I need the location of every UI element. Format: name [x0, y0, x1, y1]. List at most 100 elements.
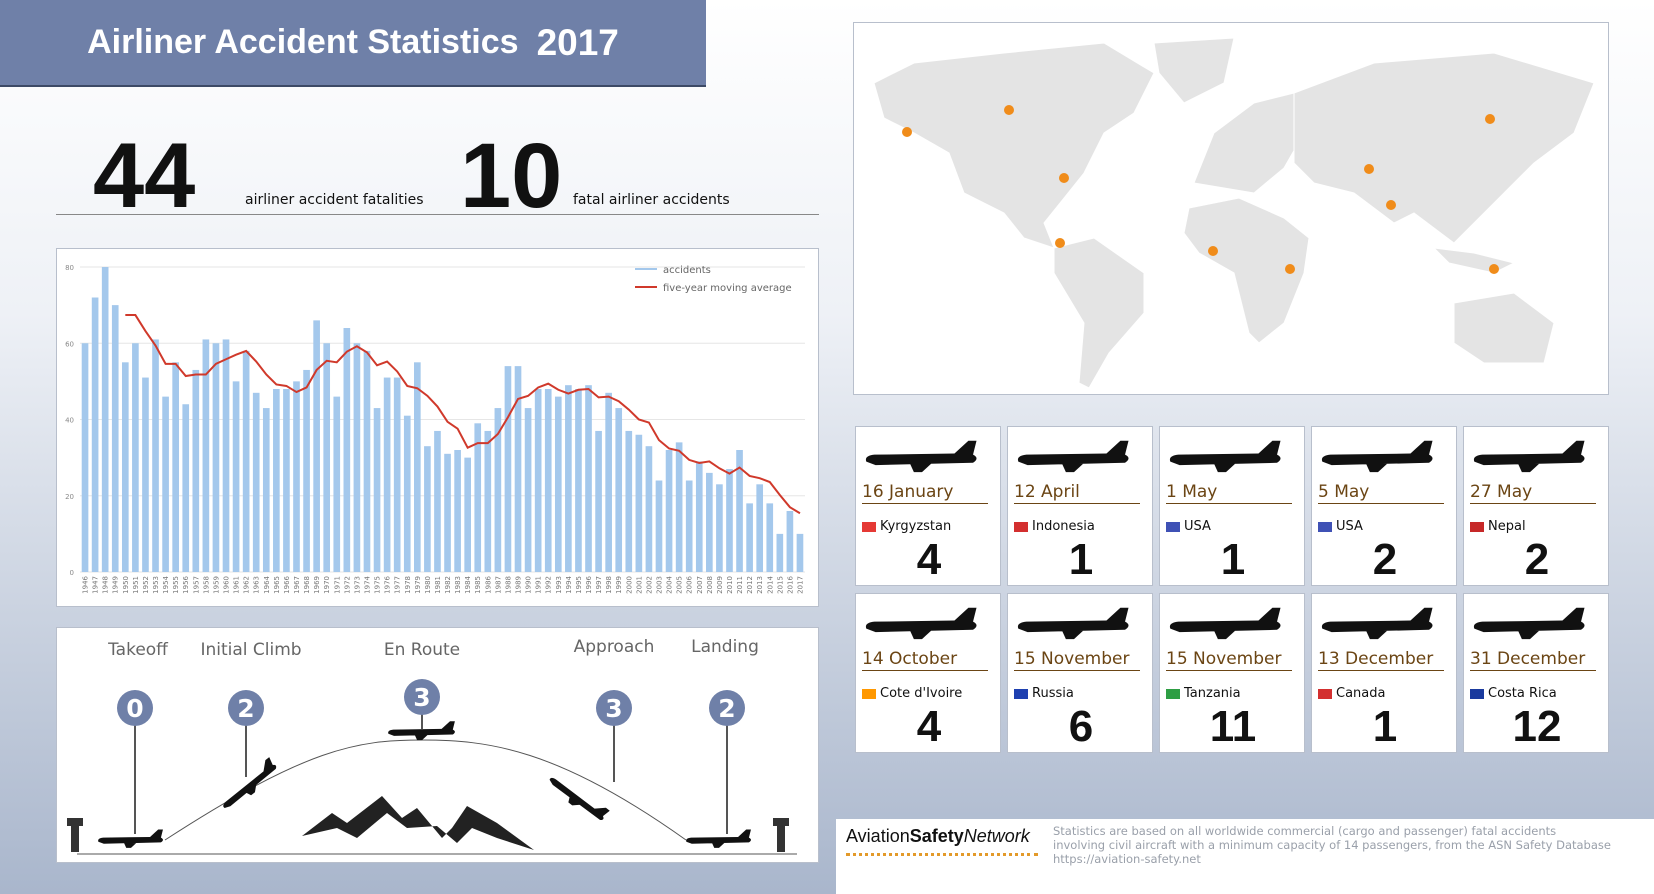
- accident-country: Canada: [1336, 686, 1386, 701]
- bar: [434, 430, 441, 572]
- phase-count: 3: [413, 683, 430, 712]
- plane-icon: [98, 829, 163, 848]
- flag: [1318, 522, 1332, 532]
- x-tick-label: 2016: [786, 575, 794, 593]
- accident-location: [1386, 200, 1396, 210]
- x-tick-label: 1991: [535, 576, 543, 594]
- continent: [1053, 237, 1145, 389]
- accident-fatalities: 12: [1512, 702, 1562, 751]
- bar: [363, 350, 371, 572]
- accident-date: 13 December: [1318, 649, 1444, 671]
- x-tick-label: 1966: [283, 575, 291, 593]
- flag: [1014, 689, 1028, 699]
- x-tick-label: 1987: [494, 576, 502, 594]
- x-tick-label: 1957: [192, 576, 200, 594]
- x-tick-label: 1989: [515, 576, 523, 594]
- footer: AviationSafetyNetwork Statistics are bas…: [836, 819, 1654, 894]
- accident-date: 16 January: [862, 482, 988, 504]
- bar: [565, 385, 572, 572]
- bar: [665, 450, 673, 572]
- accident-country: Tanzania: [1184, 686, 1241, 701]
- phase-label: Approach: [574, 637, 655, 657]
- title-year: 2017: [536, 21, 619, 63]
- accident-date: 14 October: [862, 649, 988, 671]
- x-tick-label: 1958: [202, 576, 210, 594]
- bar: [373, 408, 381, 572]
- x-tick-label: 2013: [756, 576, 764, 594]
- bar: [313, 320, 320, 572]
- accident-location: [1208, 246, 1218, 256]
- plane-icon: [545, 769, 610, 826]
- x-tick-label: 1946: [82, 575, 90, 593]
- plane-shape: [865, 440, 977, 473]
- bar: [403, 415, 411, 572]
- tower: [67, 818, 83, 826]
- tower: [777, 824, 785, 852]
- bar: [786, 511, 794, 572]
- x-tick-label: 1952: [142, 576, 150, 594]
- accident-date: 15 November: [1014, 649, 1140, 671]
- accident-card: 14 October Cote d'Ivoire 4: [855, 593, 1001, 753]
- x-tick-label: 1963: [253, 576, 261, 594]
- y-tick-label: 0: [70, 569, 74, 577]
- accident-location: [1489, 264, 1499, 274]
- y-tick-label: 20: [65, 493, 74, 501]
- plane-icon: [686, 829, 751, 848]
- plane-icon: [865, 607, 977, 640]
- bar: [756, 484, 764, 572]
- chart-panel: 0 20 40 60 80 1946 1947 1948 1949 1950 1951 1952 195…: [56, 248, 819, 607]
- phase-label: Takeoff: [107, 640, 169, 660]
- phase-panel: Takeoff 0 Initial Climb 2 En Route 3 Approach 3…: [56, 627, 819, 863]
- phase-label: Initial Climb: [200, 640, 301, 660]
- bar: [675, 442, 683, 572]
- x-tick-label: 1984: [464, 575, 472, 593]
- bar: [685, 480, 693, 572]
- accident-location: [902, 127, 912, 137]
- accident-country: Cote d'Ivoire: [880, 686, 963, 701]
- flag: [1166, 522, 1180, 532]
- continent: [1193, 92, 1305, 194]
- bar: [142, 377, 149, 572]
- plane-shape: [1321, 440, 1433, 473]
- x-tick-label: 2005: [676, 576, 684, 594]
- bar: [706, 472, 713, 572]
- legend-label: five-year moving average: [663, 283, 792, 294]
- bar: [575, 389, 582, 572]
- bar: [524, 408, 532, 572]
- accident-fatalities: 1: [1220, 535, 1246, 584]
- accident-card: 5 May USA 2: [1311, 426, 1457, 586]
- x-tick-label: 1998: [605, 576, 613, 594]
- x-tick-label: 2011: [736, 576, 744, 594]
- plane-icon: [1473, 607, 1585, 640]
- x-tick-label: 1994: [565, 575, 573, 593]
- y-tick-label: 60: [65, 340, 74, 348]
- bar: [454, 450, 461, 572]
- bar: [202, 339, 210, 572]
- x-tick-label: 1993: [555, 576, 563, 594]
- bar: [484, 430, 492, 572]
- bar: [474, 423, 482, 572]
- phase-badge: [117, 690, 153, 726]
- accident-location: [1004, 105, 1014, 115]
- x-tick-label: 1997: [595, 576, 603, 594]
- logo-part: Network: [963, 826, 1030, 846]
- x-tick-label: 1950: [122, 576, 130, 594]
- phase-badge: [596, 690, 632, 726]
- world-map: [873, 37, 1595, 389]
- accident-date: 31 December: [1470, 649, 1596, 671]
- x-tick-label: 1977: [394, 576, 402, 594]
- bar: [293, 381, 300, 572]
- x-tick-label: 2000: [625, 576, 633, 594]
- accident-card: 13 December Canada 1: [1311, 593, 1457, 753]
- accident-fatalities: 2: [1524, 535, 1550, 584]
- continent: [873, 42, 1155, 249]
- accident-card: 16 January Kyrgyzstan 4: [855, 426, 1001, 586]
- accident-fatalities: 1: [1068, 535, 1094, 584]
- plane-shape: [1017, 440, 1129, 473]
- plane-icon: [1473, 440, 1585, 473]
- plane-shape: [865, 607, 977, 640]
- x-tick-label: 1986: [484, 575, 492, 593]
- x-tick-label: 1996: [585, 575, 593, 593]
- logo-part: Safety: [909, 826, 964, 846]
